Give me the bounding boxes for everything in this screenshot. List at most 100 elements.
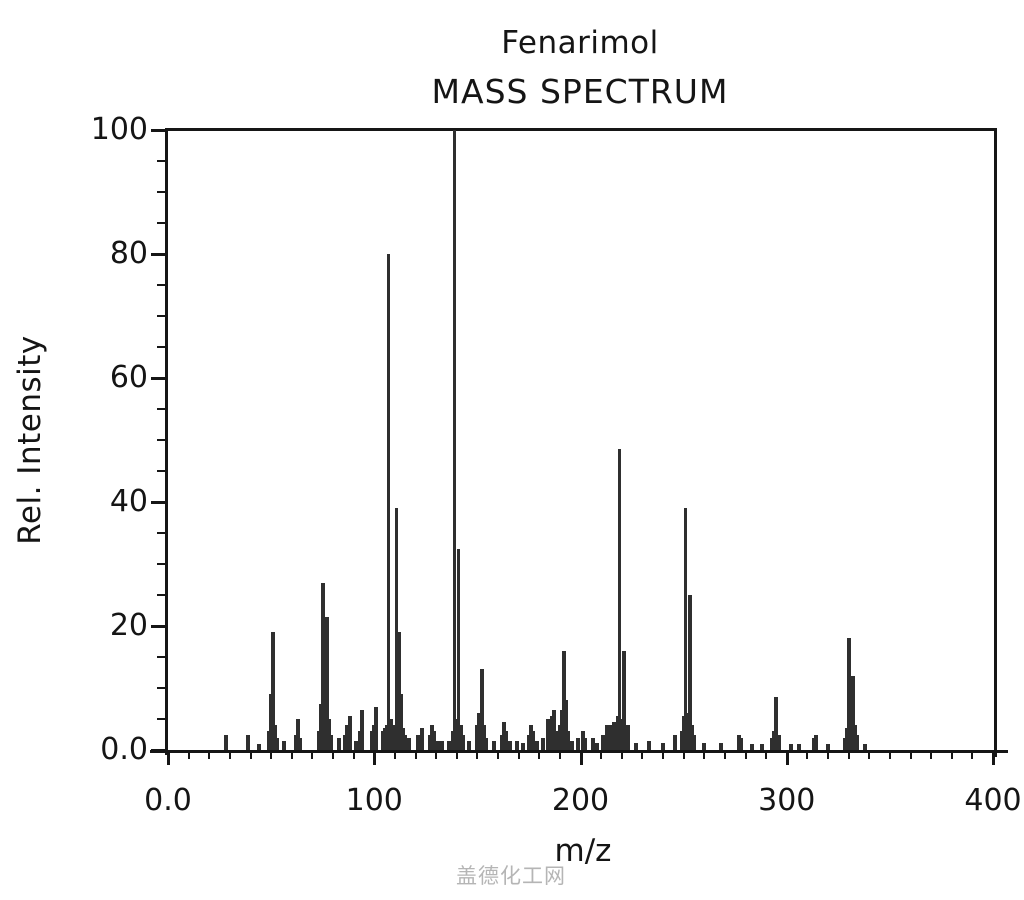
x-minor-tick [744, 750, 747, 759]
y-tick-label: 100 [90, 112, 148, 147]
x-tick-label: 100 [345, 783, 403, 818]
peak-bar [337, 737, 342, 750]
peak-bar [634, 742, 639, 750]
peak-bar [613, 731, 618, 750]
peak-bar [295, 719, 300, 750]
x-tick-label: 400 [964, 783, 1022, 818]
peak-bar [502, 722, 507, 750]
peak-bar [446, 740, 451, 750]
peak-bar [595, 742, 599, 750]
peak-bar [324, 616, 329, 750]
peak-bar [275, 737, 280, 750]
peak-bar [481, 725, 486, 750]
peak-bar [514, 740, 519, 750]
peak-bar [399, 694, 404, 750]
peak-bar [460, 734, 465, 750]
peak-bar [535, 740, 540, 750]
peak-bar [407, 737, 412, 750]
x-minor-tick [703, 750, 706, 759]
peak-bar [467, 740, 472, 750]
x-minor-tick [868, 750, 871, 759]
y-minor-tick [157, 656, 165, 658]
peak-bar [372, 725, 377, 750]
peak-bar [526, 734, 531, 750]
y-major-tick [151, 253, 165, 256]
x-minor-tick [558, 750, 561, 759]
y-minor-tick [157, 284, 165, 286]
peak-bar [547, 725, 552, 750]
y-tick-label: 80 [109, 236, 148, 271]
x-minor-tick [909, 750, 912, 759]
peak-bar [403, 734, 408, 750]
y-minor-tick [157, 315, 165, 317]
x-major-tick [167, 750, 170, 765]
peak-bar [549, 715, 554, 750]
peak-bar [390, 731, 395, 750]
peak-bar [415, 734, 420, 750]
peak-bar [316, 731, 321, 750]
peak-bar [454, 719, 459, 750]
peak-bar [661, 742, 665, 750]
peak-bar [582, 737, 587, 750]
peak-bar [576, 737, 581, 750]
peak-bar [453, 130, 457, 750]
peak-bar [500, 734, 505, 750]
peak-bar [436, 740, 441, 750]
peak-bar [326, 719, 331, 750]
peak-bar [739, 737, 744, 750]
x-minor-tick [290, 750, 293, 759]
chart-subtitle: MASS SPECTRUM [431, 72, 729, 111]
peak-bar [345, 725, 350, 750]
peak-bar [477, 712, 482, 750]
peak-bar [687, 595, 692, 750]
x-minor-tick [620, 750, 623, 759]
y-minor-tick [157, 563, 165, 565]
x-minor-tick [806, 750, 809, 759]
peak-bar [479, 669, 484, 750]
peak-bar [531, 731, 536, 750]
top-axis-line [165, 128, 997, 131]
peak-bar [776, 734, 781, 750]
x-minor-tick [662, 750, 664, 759]
peak-bar [475, 725, 480, 750]
peak-bar [702, 742, 707, 750]
peak-bar [353, 740, 358, 750]
peak-bar [457, 548, 461, 750]
peak-bar [545, 719, 550, 750]
peak-bar [691, 734, 696, 750]
peak-bar [458, 725, 463, 750]
peak-bar [318, 703, 323, 750]
y-minor-tick [157, 470, 165, 472]
y-minor-tick [157, 160, 165, 162]
x-minor-tick [249, 750, 252, 759]
peak-bar [625, 725, 630, 750]
y-tick-label: 0.0 [100, 732, 148, 767]
peak-bar [772, 731, 777, 750]
y-tick-label: 60 [109, 360, 148, 395]
watermark-text: 盖德化工网 [456, 864, 566, 888]
x-major-tick [373, 750, 377, 765]
peak-bar [679, 731, 684, 750]
peak-bar [852, 725, 857, 750]
peak-bar [359, 709, 364, 750]
x-minor-tick [682, 750, 685, 759]
peak-bar [863, 743, 868, 750]
peak-bar [681, 715, 686, 750]
x-minor-tick [641, 750, 644, 759]
peak-bar [384, 725, 389, 750]
peak-bar [609, 725, 614, 750]
peak-bar [541, 737, 546, 750]
peak-bar [770, 737, 775, 750]
peak-bar [826, 743, 830, 750]
peak-bar [813, 734, 818, 750]
x-minor-tick [414, 750, 417, 759]
peak-bar [619, 719, 624, 750]
y-tick-label: 40 [109, 484, 148, 519]
y-major-tick [151, 501, 165, 504]
peak-bar [322, 688, 327, 750]
peak-bar [397, 632, 401, 750]
x-minor-tick [827, 750, 829, 759]
peak-bar [298, 737, 302, 750]
peak-bar [508, 740, 513, 750]
